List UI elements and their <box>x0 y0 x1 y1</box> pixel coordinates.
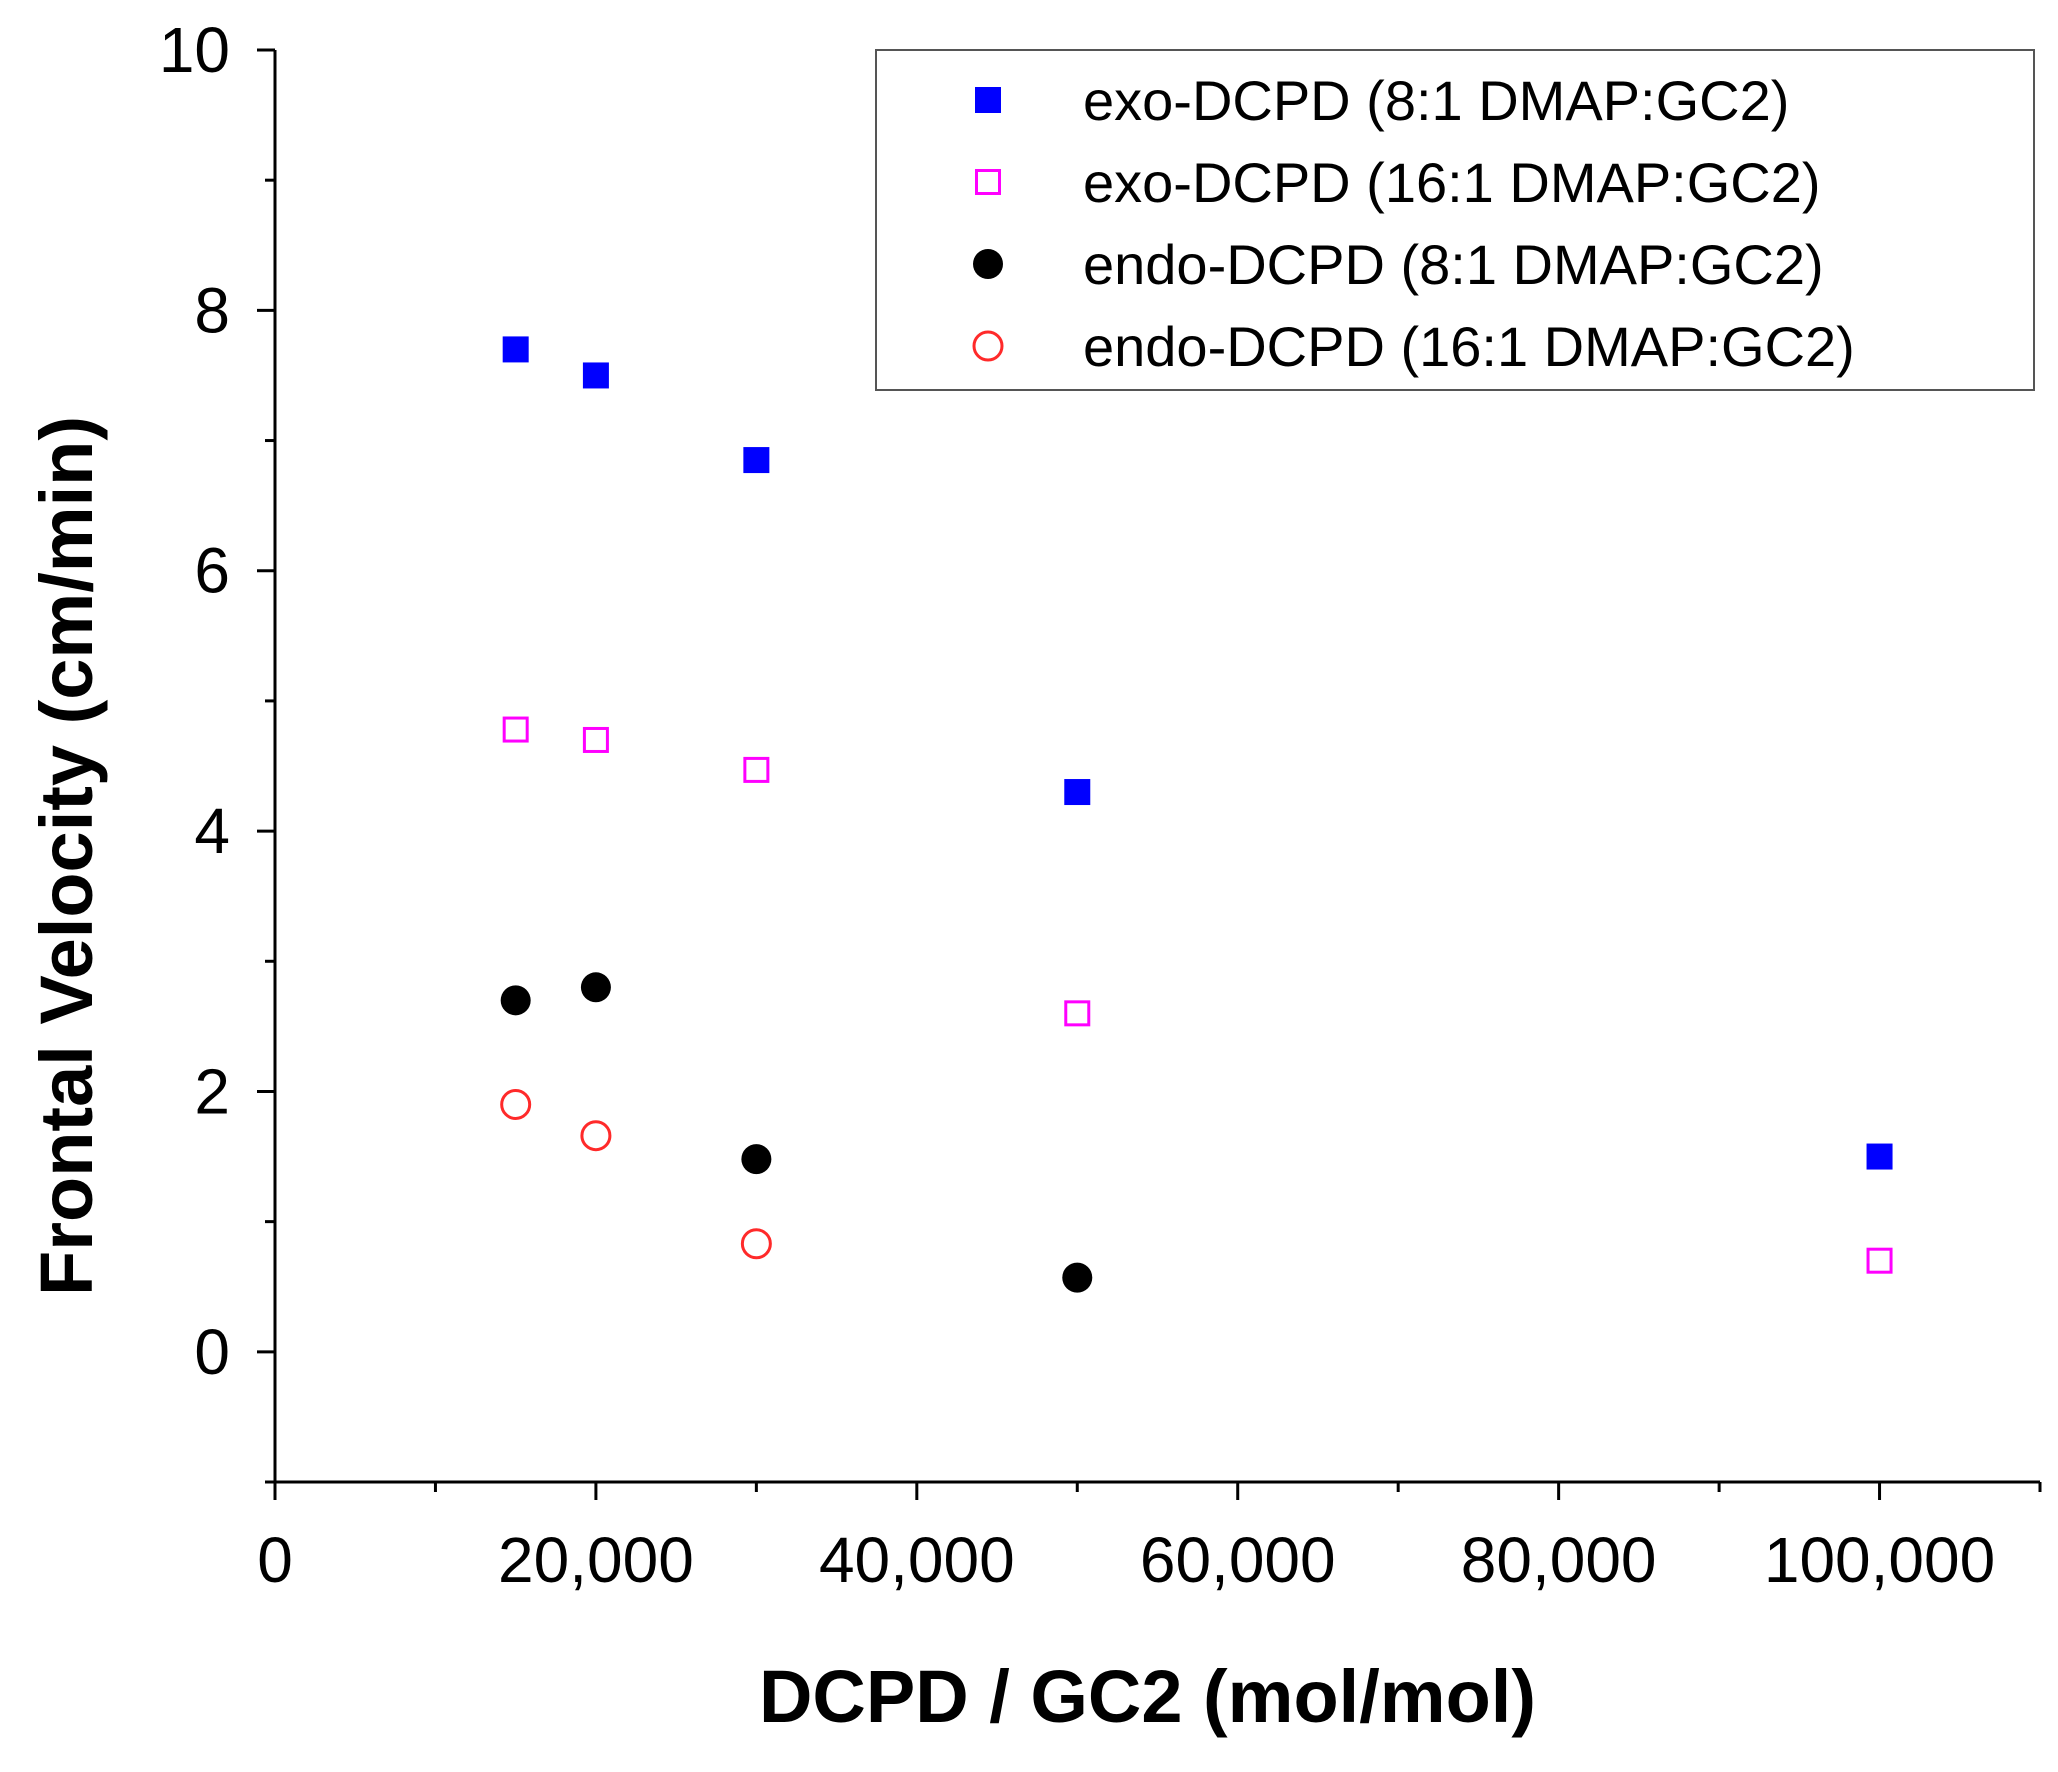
series-1 <box>502 336 1893 1170</box>
legend-label: endo-DCPD (16:1 DMAP:GC2) <box>1083 315 1855 378</box>
legend-label: endo-DCPD (8:1 DMAP:GC2) <box>1083 233 1824 296</box>
y-axis-title: Frontal Velocity (cm/min) <box>25 416 108 1296</box>
data-point <box>580 1120 612 1152</box>
series-3 <box>500 972 1093 1293</box>
x-tick-label: 40,000 <box>819 1524 1015 1596</box>
data-point <box>502 716 529 743</box>
x-tick-label: 0 <box>257 1524 293 1596</box>
x-tick-label: 20,000 <box>498 1524 694 1596</box>
legend-marker <box>975 169 1001 195</box>
legend-label: exo-DCPD (16:1 DMAP:GC2) <box>1083 151 1821 214</box>
data-point <box>741 1144 772 1175</box>
x-tick-label: 60,000 <box>1140 1524 1336 1596</box>
legend-frame <box>875 49 2035 391</box>
x-tick-label: 100,000 <box>1764 1524 1995 1596</box>
data-point <box>502 336 529 363</box>
legend-marker <box>973 249 1003 279</box>
y-tick-label: 4 <box>194 795 230 867</box>
x-tick-label: 80,000 <box>1461 1524 1657 1596</box>
x-axis-title: DCPD / GC2 (mol/mol) <box>759 1655 1536 1738</box>
y-tick-label: 2 <box>194 1055 230 1127</box>
data-point <box>1064 779 1091 806</box>
y-tick-label: 0 <box>194 1316 230 1388</box>
series-2 <box>502 716 1893 1274</box>
legend: exo-DCPD (8:1 DMAP:GC2) exo-DCPD (16:1 DM… <box>875 49 2035 391</box>
series-4 <box>500 1088 772 1260</box>
y-tick-label: 8 <box>194 274 230 346</box>
data-point <box>743 447 770 474</box>
data-points <box>500 336 1893 1293</box>
data-point <box>582 726 609 753</box>
plot-axes: 0 20,000 40,000 60,000 80,000 100,000 0 2 4 6 8 10 <box>159 14 2042 1596</box>
data-point <box>1064 1000 1091 1027</box>
data-point <box>500 985 531 1016</box>
y-tick-label: 6 <box>194 535 230 607</box>
data-point <box>740 1228 772 1260</box>
data-point <box>1062 1262 1093 1293</box>
data-point <box>1866 1143 1893 1170</box>
data-point <box>580 972 611 1003</box>
legend-marker <box>975 87 1001 113</box>
data-point <box>582 362 609 389</box>
data-point <box>1866 1247 1893 1274</box>
y-tick-label: 10 <box>159 14 230 86</box>
legend-label: exo-DCPD (8:1 DMAP:GC2) <box>1083 69 1789 132</box>
legend-marker <box>972 330 1004 362</box>
data-point <box>500 1088 532 1120</box>
data-point <box>743 756 770 783</box>
